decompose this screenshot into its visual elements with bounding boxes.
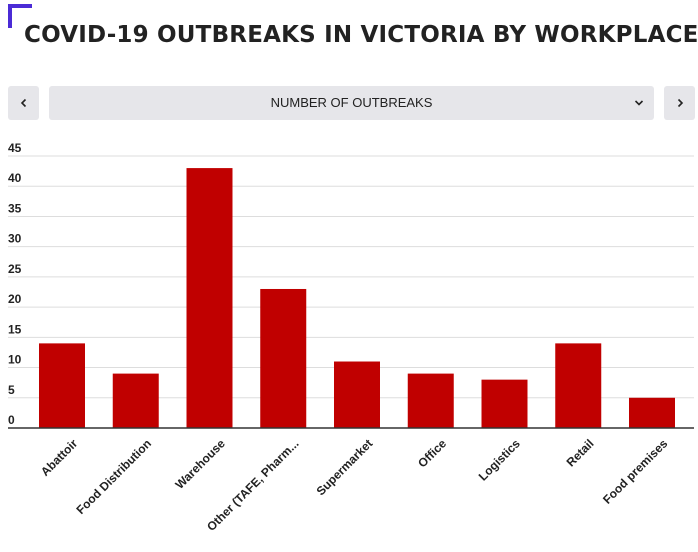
- bar: [481, 379, 528, 428]
- metric-select-value: NUMBER OF OUTBREAKS: [270, 95, 433, 110]
- metric-select[interactable]: NUMBER OF OUTBREAKS: [49, 86, 654, 120]
- x-tick-label: Food premises: [600, 436, 670, 506]
- bar: [407, 373, 454, 428]
- bar: [629, 397, 675, 428]
- y-tick-label: 30: [8, 232, 22, 246]
- bar: [39, 343, 85, 428]
- x-tick-label: Warehouse: [173, 436, 229, 492]
- y-tick-label: 15: [8, 322, 22, 336]
- bar: [334, 361, 380, 428]
- chart-title: COVID-19 OUTBREAKS IN VICTORIA BY WORKPL…: [24, 22, 698, 48]
- y-tick-label: 0: [8, 413, 15, 427]
- chevron-right-icon: [677, 98, 683, 108]
- y-tick-label: 25: [8, 262, 22, 276]
- y-tick-label: 20: [8, 292, 22, 306]
- next-button[interactable]: [664, 86, 695, 120]
- x-tick-label: Logistics: [476, 436, 523, 483]
- bar: [555, 343, 602, 428]
- chevron-left-icon: [20, 98, 26, 108]
- y-tick-label: 5: [8, 383, 15, 397]
- x-tick-label: Office: [415, 436, 449, 470]
- corner-accent: [8, 4, 32, 28]
- prev-button[interactable]: [8, 86, 39, 120]
- y-tick-label: 40: [8, 171, 22, 185]
- x-tick-label: Food Distribution: [73, 436, 154, 517]
- x-tick-label: Supermarket: [314, 436, 376, 498]
- x-tick-label: Retail: [564, 436, 597, 469]
- bar: [260, 288, 307, 428]
- x-tick-label: Abattoir: [38, 436, 81, 479]
- bar: [112, 373, 159, 428]
- y-tick-label: 35: [8, 201, 22, 215]
- chevron-down-icon: [634, 100, 644, 106]
- y-tick-label: 45: [8, 141, 22, 155]
- y-tick-label: 10: [8, 353, 22, 367]
- bar: [186, 168, 233, 428]
